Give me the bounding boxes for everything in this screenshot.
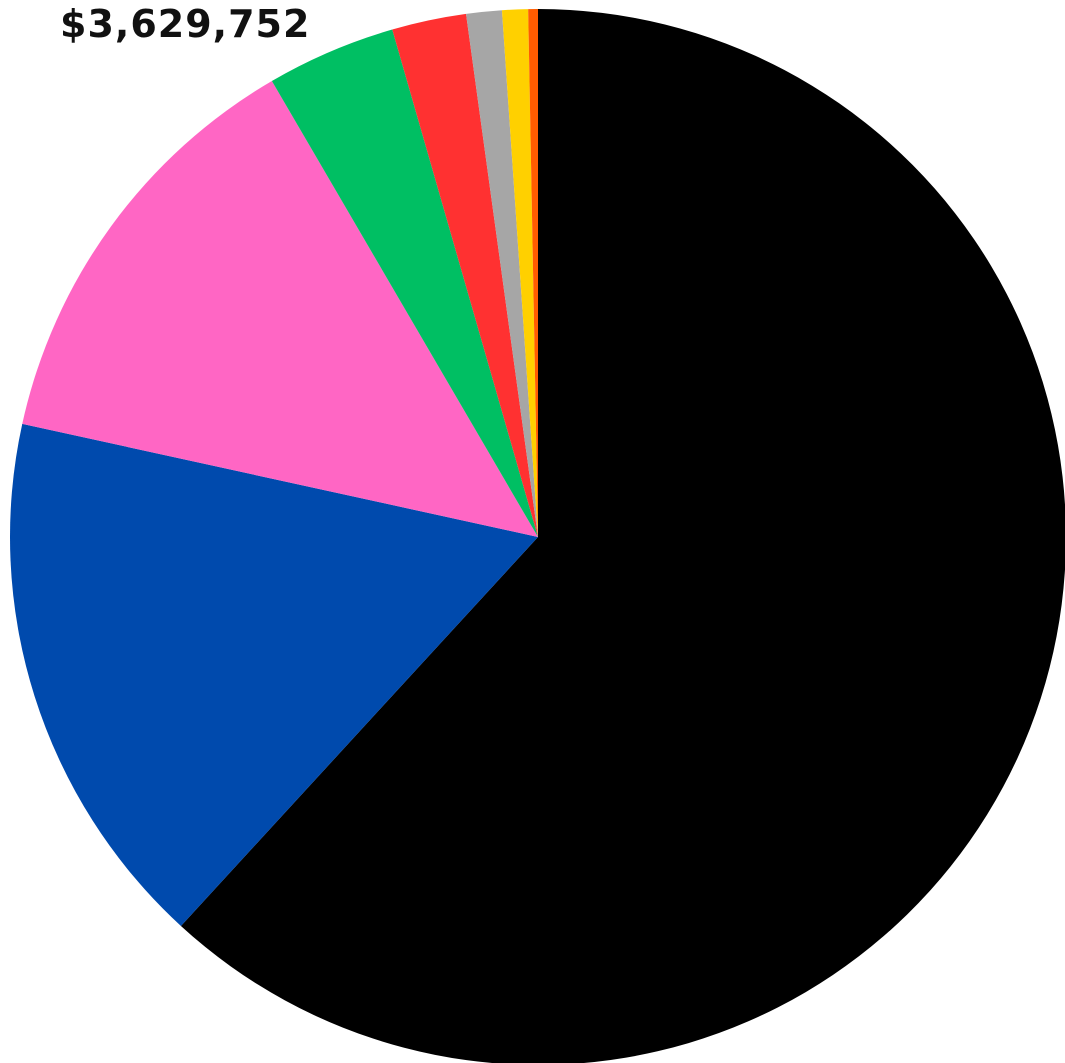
pie-slice-1 (180, 9, 1065, 1063)
pie-slice-7 (501, 9, 538, 537)
total-value-label: $3,629,752 (60, 2, 311, 46)
pie-slice-5 (392, 13, 538, 537)
pie-slice-8 (528, 9, 538, 537)
pie-slice-4 (271, 29, 538, 538)
pie-slice-6 (466, 10, 538, 537)
pie-slice-2 (9, 423, 539, 926)
pie-slice-3 (22, 80, 538, 537)
pie-slices (9, 9, 1065, 1063)
